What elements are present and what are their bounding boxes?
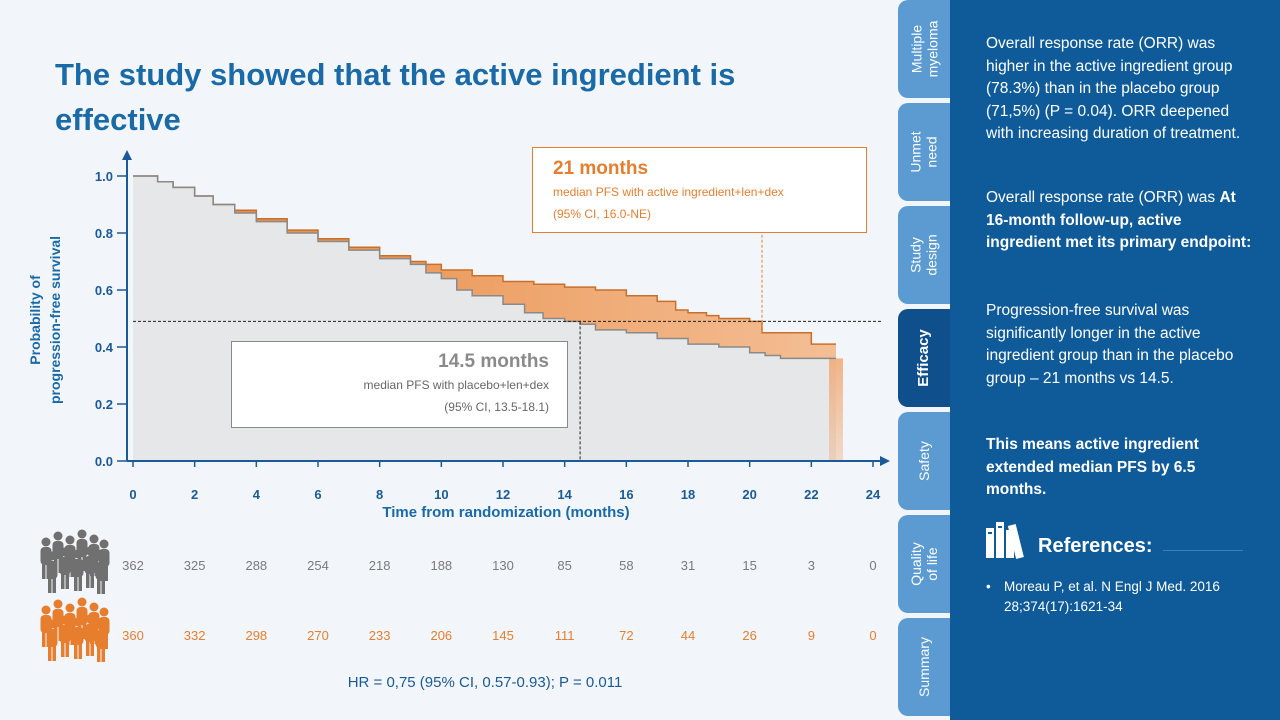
at-risk-count-placebo: 288 [245, 558, 268, 573]
at-risk-count-placebo: 362 [122, 558, 144, 573]
series-line-placebo [133, 175, 836, 360]
at-risk-count-active: 145 [492, 628, 514, 643]
pfs-paragraph: Progression-free survival was significan… [986, 302, 1234, 387]
endpoint-paragraph: Overall response rate (ORR) was At 16-mo… [986, 187, 1258, 255]
at-risk-count-placebo: 15 [742, 558, 757, 573]
y-tick-label: 1.0 [95, 169, 113, 184]
at-risk-count-active: 270 [307, 628, 329, 643]
x-tick-label: 8 [376, 487, 383, 502]
placebo-median-value: 14.5 months [438, 351, 549, 372]
at-risk-count-placebo: 58 [619, 558, 634, 573]
at-risk-count-active: 298 [245, 628, 268, 643]
x-tick-label: 16 [619, 487, 633, 502]
tab-multiple-myeloma[interactable]: Multiple myeloma [898, 0, 950, 98]
x-axis-label: Time from randomization (months) [382, 504, 629, 521]
x-axis-arrow [880, 456, 890, 466]
at-risk-count-active: 0 [869, 628, 877, 643]
at-risk-row-active: 360 332 298 270 233 206 145 111 72 44 26 9 0 [0, 628, 900, 652]
summary-panel: Overall response rate (ORR) was higher i… [950, 0, 1280, 720]
at-risk-count-placebo: 3 [807, 558, 815, 573]
x-tick-label: 24 [866, 487, 881, 502]
section-tabs: Multiple myeloma Unmet need Study design Effic… [898, 0, 950, 720]
tab-label: Study design [907, 234, 940, 276]
x-tick-label: 6 [314, 487, 321, 502]
x-tick-label: 4 [253, 487, 261, 502]
at-risk-row-placebo: 362 325 288 254 218 188 130 85 58 31 15 3 0 [0, 558, 900, 582]
tab-safety[interactable]: Safety [898, 412, 950, 510]
tab-study-design[interactable]: Study design [898, 206, 950, 304]
tab-summary[interactable]: Summary [898, 618, 950, 716]
at-risk-count-placebo: 85 [557, 558, 572, 573]
at-risk-count-placebo: 0 [869, 558, 877, 573]
y-tick-label: 0.0 [95, 454, 113, 469]
at-risk-count-placebo: 218 [368, 558, 391, 573]
references-divider [1163, 550, 1243, 551]
people-group-icon [40, 529, 110, 594]
people-group-icon [40, 597, 110, 662]
x-tick-label: 12 [496, 487, 510, 502]
at-risk-count-placebo: 325 [183, 558, 206, 573]
tab-label: Unmet need [907, 131, 940, 173]
at-risk-count-placebo: 31 [680, 558, 696, 573]
endpoint-intro: Overall response rate (ORR) was [986, 189, 1216, 206]
tab-label: Summary [916, 637, 932, 697]
tab-quality-of-life[interactable]: Quality of life [898, 515, 950, 613]
at-risk-count-active: 9 [807, 628, 815, 643]
tab-label: Quality of life [907, 542, 940, 586]
at-risk-count-active: 26 [742, 628, 757, 643]
tab-label: Efficacy [915, 329, 933, 387]
active-median-value: 21 months [553, 158, 649, 179]
at-risk-count-active: 360 [122, 628, 144, 643]
tab-unmet-need[interactable]: Unmet need [898, 103, 950, 201]
active-median-ci: (95% CI, 16.0-NE) [553, 207, 652, 221]
y-tick-label: 0.8 [95, 226, 113, 241]
hazard-ratio-text: HR = 0,75 (95% CI, 0.57-0.93); P = 0.011 [347, 674, 623, 691]
x-tick-label: 2 [191, 487, 198, 502]
at-risk-count-active: 332 [183, 628, 206, 643]
y-axis-label-line-1: Probability of [27, 275, 43, 365]
at-risk-count-active: 233 [368, 628, 391, 643]
x-tick-label: 0 [129, 487, 136, 502]
y-axis-arrow [122, 150, 132, 160]
y-tick-label: 0.4 [95, 340, 114, 355]
references-title: References: [1038, 535, 1153, 557]
x-tick-label: 22 [804, 487, 818, 502]
books-icon [986, 522, 1024, 559]
placebo-median-ci: (95% CI, 13.5-18.1) [444, 400, 549, 414]
endpoint-bold: At 16-month follow-up, active ingredient… [986, 189, 1252, 251]
at-risk-count-active: 111 [554, 628, 575, 643]
censor-band [829, 358, 843, 461]
placebo-median-annotation: 14.5 months median PFS with placebo+len+… [231, 341, 568, 428]
page-title: The study showed that the active ingredi… [55, 57, 736, 137]
active-median-annotation: 21 months median PFS with active ingredi… [532, 147, 867, 233]
reference-text: Moreau P, et al. N Engl J Med. 2016 28;3… [1004, 579, 1220, 614]
at-risk-count-active: 72 [619, 628, 634, 643]
x-tick-label: 10 [434, 487, 448, 502]
placebo-median-desc: median PFS with placebo+len+dex [363, 378, 549, 392]
tab-efficacy[interactable]: Efficacy [898, 309, 950, 407]
orr-paragraph: Overall response rate (ORR) was higher i… [986, 35, 1241, 142]
tab-label: Safety [915, 441, 932, 481]
reference-item[interactable]: • Moreau P, et al. N Engl J Med. 2016 28… [986, 577, 1261, 617]
at-risk-count-active: 206 [430, 628, 453, 643]
y-axis-label-line-2: progression-free survival [47, 236, 63, 404]
at-risk-count-placebo: 188 [430, 558, 453, 573]
y-tick-label: 0.6 [95, 283, 113, 298]
tab-label: Multiple myeloma [908, 20, 941, 78]
y-tick-label: 0.2 [95, 397, 113, 412]
x-tick-label: 18 [681, 487, 695, 502]
x-tick-label: 20 [742, 487, 756, 502]
conclusion-paragraph: This means active ingredient extended me… [986, 436, 1199, 498]
at-risk-count-placebo: 254 [307, 558, 329, 573]
between-curve-area [133, 176, 836, 359]
at-risk-count-active: 44 [680, 628, 696, 643]
x-tick-label: 14 [557, 487, 572, 502]
active-median-desc: median PFS with active ingredient+len+de… [553, 185, 784, 199]
at-risk-count-placebo: 130 [492, 558, 514, 573]
